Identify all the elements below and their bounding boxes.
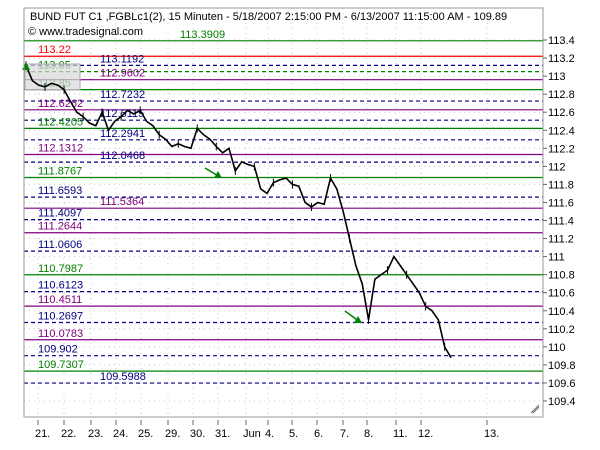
- x-axis: 21. 22. 23. 24. 25. 29. 30. 31. Jun 4. 5. 6. 7. 8. 11.…: [35, 420, 499, 440]
- fib-levels: 113.3909113.22113.1192113.05112.9602112.…: [24, 29, 543, 384]
- y-tick-label: 112.8: [548, 89, 575, 101]
- x-tick-label: 22.: [61, 428, 76, 440]
- level-label: 111.0606: [38, 239, 82, 251]
- y-tick-label: 110.8: [548, 270, 575, 282]
- level-label: 112.5115: [100, 108, 144, 120]
- x-tick-label: 7.: [340, 428, 349, 440]
- y-tick-label: 113.2: [548, 53, 575, 65]
- x-tick-label: 13.: [484, 428, 499, 440]
- level-label: 109.7307: [38, 359, 84, 371]
- level-label: 112.9602: [100, 68, 145, 80]
- y-tick-label: 110.2: [548, 324, 575, 336]
- price-line: [25, 64, 452, 359]
- level-label: 112.6262: [38, 98, 83, 110]
- level-label: 111.6593: [38, 185, 82, 197]
- grid: [24, 8, 543, 417]
- level-label: 109.5988: [100, 371, 146, 383]
- level-label: 113.22: [38, 44, 71, 56]
- level-label: 109.902: [38, 344, 78, 356]
- y-tick-label: 111: [548, 252, 565, 264]
- y-tick-label: 112: [548, 161, 566, 173]
- price-series: [25, 61, 452, 359]
- watermark: © www.tradesignal.com: [28, 26, 143, 38]
- y-tick-label: 109.8: [548, 360, 576, 372]
- level-label: 111.2644: [38, 221, 82, 233]
- level-label: 110.0783: [38, 328, 83, 340]
- level-label: 110.7987: [38, 263, 83, 275]
- y-tick-label: 112.4: [548, 125, 575, 137]
- arrow-head-icon: [354, 316, 362, 323]
- x-tick-label: 29.: [165, 428, 180, 440]
- level-label: 110.6123: [38, 280, 83, 292]
- y-tick-label: 110.4: [548, 306, 575, 318]
- x-tick-label: 11.: [393, 428, 407, 440]
- y-tick-label: 109.6: [548, 378, 576, 390]
- chart-title: BUND FUT C1 ,FGBLc1(2), 15 Minuten - 5/1…: [30, 11, 507, 23]
- level-label: 113.3909: [180, 29, 225, 41]
- level-label: 112.1312: [38, 143, 83, 155]
- y-tick-label: 110: [548, 342, 566, 354]
- level-label: 110.4511: [38, 294, 82, 306]
- y-tick-label: 113.4: [548, 35, 575, 47]
- level-label: 110.2697: [38, 311, 83, 323]
- x-tick-label: Jun: [243, 428, 261, 440]
- y-tick-label: 111.6: [548, 197, 574, 209]
- y-axis: 113.4 113.2 113 112.8 112.6 112.4 112.2 112 111.…: [543, 35, 576, 408]
- y-tick-label: 109.4: [548, 396, 576, 408]
- x-tick-label: 21.: [35, 428, 50, 440]
- x-tick-label: 25.: [138, 428, 153, 440]
- level-label: 112.7232: [100, 89, 145, 101]
- arrow-head-icon: [214, 171, 222, 178]
- resize-handle-icon[interactable]: [530, 404, 540, 414]
- y-tick-label: 112.2: [548, 143, 575, 155]
- level-label: 112.0468: [100, 150, 145, 162]
- level-label: 112.4205: [38, 116, 83, 128]
- level-label: 111.5364: [100, 196, 144, 208]
- y-tick-label: 112.6: [548, 107, 575, 119]
- x-tick-label: 23.: [88, 428, 103, 440]
- x-tick-label: 30.: [190, 428, 205, 440]
- y-tick-label: 110.6: [548, 288, 575, 300]
- level-label: 112.2941: [100, 128, 145, 140]
- x-tick-label: 5.: [289, 428, 298, 440]
- x-tick-label: 12.: [418, 428, 433, 440]
- x-tick-label: 4.: [265, 428, 274, 440]
- y-tick-label: 111.4: [548, 216, 574, 228]
- x-tick-label: 6.: [314, 428, 323, 440]
- plot-frame: [23, 7, 544, 418]
- thumbnail-box: [24, 63, 81, 91]
- y-tick-label: 113: [548, 71, 566, 83]
- x-tick-label: 31.: [215, 428, 230, 440]
- x-tick-label: 8.: [364, 428, 373, 440]
- y-tick-label: 111.2: [548, 234, 574, 246]
- level-label: 111.4097: [38, 208, 82, 220]
- level-label: 111.8767: [38, 165, 82, 177]
- y-tick-label: 111.8: [548, 179, 574, 191]
- x-tick-label: 24.: [113, 428, 128, 440]
- level-label: 113.1192: [100, 53, 144, 65]
